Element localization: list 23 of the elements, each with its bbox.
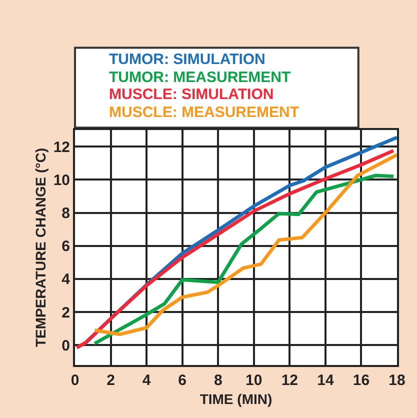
y-tick-label: 10 [53, 172, 70, 189]
line-series [92, 174, 396, 346]
x-tick-label: 6 [178, 372, 186, 389]
x-tick-label: 8 [214, 372, 222, 389]
y-tick-label: 0 [62, 337, 70, 354]
x-tick-label: 18 [388, 372, 406, 389]
x-tick-label: 4 [142, 372, 152, 389]
y-tick-label: 6 [62, 238, 70, 256]
text: TUMOR: SIMULATION [109, 51, 266, 68]
y-tick-label: 8 [62, 205, 70, 222]
x-tick-label: 10 [246, 372, 262, 389]
x-tick-label: 2 [106, 372, 115, 389]
text: TUMOR: MEASUREMENT [109, 69, 291, 86]
x-tick-label: 16 [352, 372, 370, 389]
x-tick-label: 14 [317, 372, 334, 389]
text: MUSCLE: SIMULATION [109, 86, 274, 103]
y-tick-label: 12 [53, 138, 70, 156]
x-axis-title: TIME (MIN) [200, 390, 272, 407]
text: MUSCLE: MEASUREMENT [109, 104, 299, 121]
y-tick-label: 4 [62, 271, 71, 288]
y-tick-label: 2 [62, 304, 70, 322]
y-axis-title: TEMPERATURE CHANGE (°C) [32, 148, 48, 348]
x-tick-label: 12 [281, 372, 298, 389]
